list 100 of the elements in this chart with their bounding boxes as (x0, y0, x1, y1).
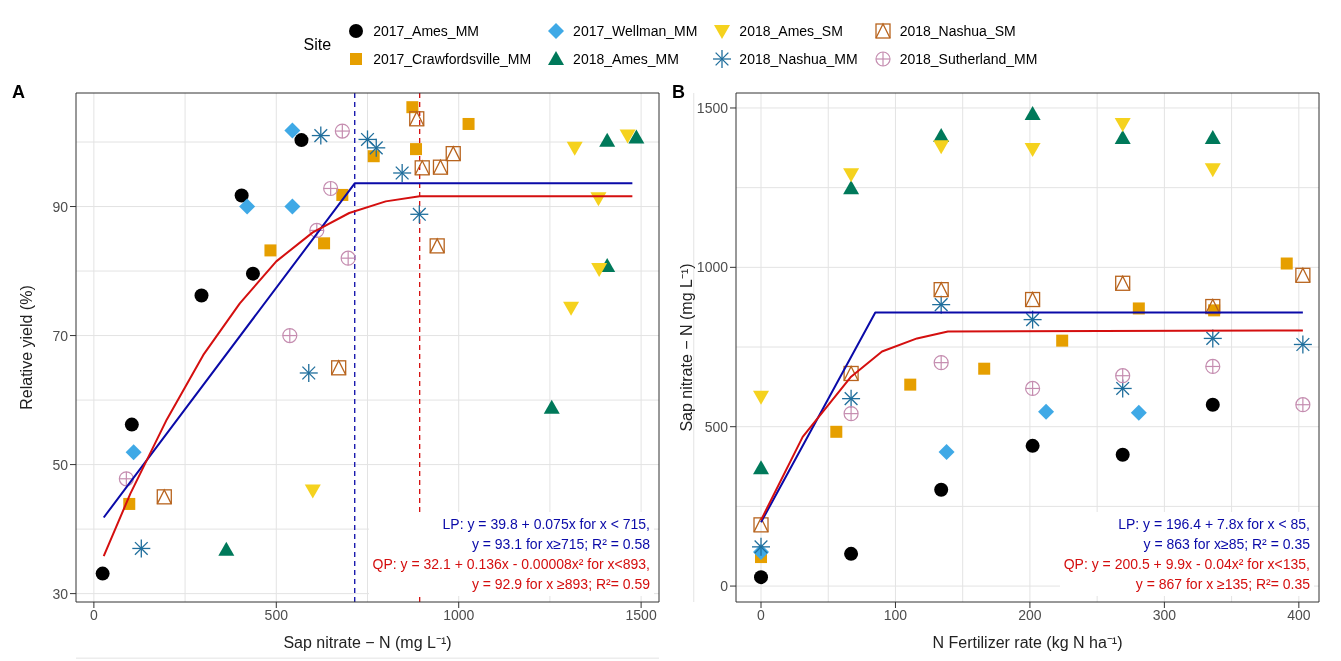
point (754, 570, 769, 585)
point (1204, 163, 1221, 178)
point (1295, 267, 1311, 283)
x-axis-title: N Fertilizer rate (kg N ha⁻¹) (932, 634, 1123, 651)
annotation: QP: y = 32.1 + 0.136x - 0.00008x² for x<893, (372, 555, 650, 574)
annotation: y = 867 for x ≥135; R²= 0.35 (1134, 575, 1310, 594)
y-axis-title: Relative yield (%) (17, 285, 35, 410)
point (628, 129, 645, 144)
point (264, 244, 277, 257)
point (1024, 291, 1041, 308)
point (284, 122, 301, 139)
point (1280, 257, 1293, 270)
x-axis-title: Sap nitrate − N (mg L⁻¹) (283, 634, 452, 651)
point (591, 263, 608, 278)
point (239, 198, 256, 215)
point (753, 460, 770, 475)
point (445, 145, 461, 162)
point (1205, 358, 1221, 375)
point (432, 159, 449, 175)
point (282, 327, 298, 344)
point (1114, 117, 1131, 132)
point (194, 288, 209, 303)
point (1025, 380, 1041, 397)
point (566, 141, 583, 156)
x-tick-label: 300 (1152, 606, 1177, 623)
point (843, 406, 859, 422)
point (284, 198, 301, 215)
point (563, 301, 580, 316)
point (1205, 298, 1221, 315)
point (543, 399, 560, 414)
x-tick-label: 500 (264, 606, 289, 623)
annotation: LP: y = 196.4 + 7.8x for x < 85, (1117, 515, 1310, 534)
point (938, 443, 955, 460)
point (1295, 397, 1311, 413)
point (1024, 106, 1041, 121)
legend-label: 2017_Ames_MM (373, 23, 479, 39)
point (294, 133, 309, 148)
point (95, 566, 110, 581)
point (245, 266, 260, 281)
y-tick-label: 500 (704, 418, 729, 435)
chart-title: A (12, 82, 25, 103)
legend-label: 2017_Wellman_MM (573, 23, 698, 39)
point (844, 546, 859, 561)
x-tick-label: 200 (1018, 606, 1042, 623)
point (1115, 447, 1130, 462)
x-tick-label: 100 (883, 606, 908, 623)
y-tick-label: 70 (52, 327, 69, 344)
point (409, 111, 425, 127)
x-tick-label: 0 (89, 606, 98, 623)
point (753, 517, 769, 533)
point (904, 378, 917, 391)
point (234, 188, 249, 203)
point (933, 282, 949, 298)
point (156, 489, 172, 505)
point (978, 362, 991, 375)
point (843, 168, 860, 183)
point (124, 417, 139, 432)
x-tick-label: 0 (757, 606, 766, 623)
point (1056, 334, 1069, 347)
point (304, 484, 321, 499)
point (1114, 129, 1131, 144)
point (599, 132, 616, 147)
point (933, 355, 949, 371)
point (331, 360, 347, 376)
point (318, 237, 331, 250)
annotation: QP: y = 200.5 + 9.9x - 0.04x² for x<135, (1063, 555, 1310, 574)
legend-label: 2018_Ames_SM (739, 23, 843, 39)
y-axis-title: Sap nitrate − N (mg L⁻¹) (677, 263, 695, 432)
point (340, 250, 356, 266)
point (125, 444, 142, 461)
y-tick-label: 30 (52, 585, 69, 602)
legend-label: 2017_Crawfordsville_MM (373, 51, 532, 67)
point (933, 140, 950, 155)
point (1025, 438, 1040, 453)
x-tick-label: 1500 (625, 606, 657, 623)
point (1024, 143, 1041, 158)
legend-label: 2018_Sutherland_MM (899, 51, 1038, 67)
point (1205, 397, 1220, 412)
point (462, 117, 475, 130)
point (1130, 404, 1147, 421)
chart-title: B (672, 82, 685, 103)
point (934, 482, 949, 497)
point (429, 238, 445, 254)
point (334, 123, 350, 139)
y-tick-label: 1500 (696, 99, 729, 116)
legend-label: 2018_Nashua_MM (739, 51, 858, 67)
y-tick-label: 50 (52, 456, 69, 473)
x-tick-label: 1000 (443, 606, 475, 623)
y-tick-label: 1000 (696, 259, 729, 276)
point (843, 180, 860, 195)
x-tick-label: 400 (1287, 606, 1311, 623)
point (843, 365, 859, 382)
point (753, 390, 770, 405)
point (118, 471, 134, 487)
point (410, 143, 423, 156)
point (619, 129, 636, 144)
point (323, 180, 339, 197)
annotation: LP: y = 39.8 + 0.075x for x < 715, (441, 515, 650, 534)
legend-label: 2018_Ames_MM (573, 51, 679, 67)
point (406, 101, 419, 114)
